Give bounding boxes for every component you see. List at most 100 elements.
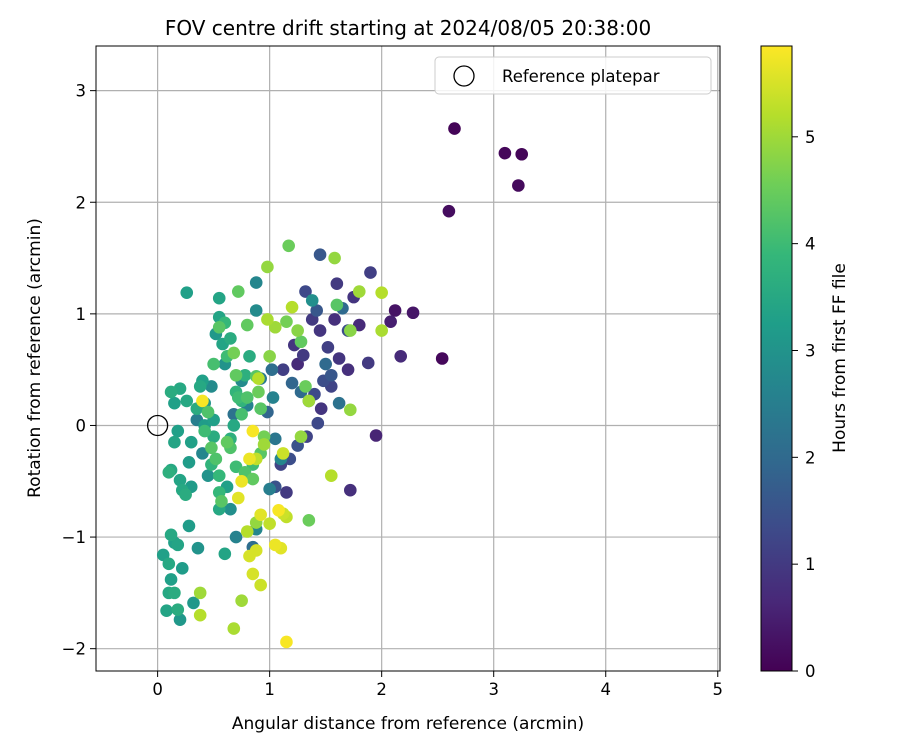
data-point [171, 424, 185, 438]
x-axis-ticks: 0 1 2 3 4 5 [152, 671, 723, 699]
data-point [282, 239, 295, 253]
data-point [328, 313, 341, 326]
colorbar-label: Hours from first FF file [830, 263, 850, 453]
data-point [364, 266, 377, 279]
data-point [498, 146, 512, 160]
y-axis-label: Rotation from reference (arcmin) [25, 218, 45, 498]
legend-box [434, 56, 712, 95]
data-point [344, 403, 357, 417]
colorbar-ticks: 0 1 2 3 4 5 [792, 128, 816, 681]
data-point [164, 573, 178, 586]
data-point [193, 608, 207, 622]
data-point [352, 285, 366, 298]
data-point [249, 276, 263, 289]
data-point [193, 380, 207, 393]
data-point [180, 286, 194, 299]
data-point [168, 586, 181, 600]
colorbar-tick-label: 4 [805, 235, 816, 254]
x-tick-label: 1 [264, 680, 275, 699]
data-point [263, 482, 276, 496]
data-point [328, 251, 341, 265]
data-point [285, 376, 299, 390]
data-point [344, 483, 357, 497]
data-point [296, 348, 310, 362]
data-point [394, 349, 408, 363]
legend-label: Reference platepar [502, 67, 660, 86]
data-point [266, 391, 280, 404]
data-point [268, 538, 282, 552]
data-point [515, 147, 529, 161]
data-point [319, 357, 332, 371]
data-point [231, 391, 245, 404]
data-point [257, 438, 271, 451]
data-point [311, 416, 325, 430]
data-point [179, 488, 192, 501]
data-point [321, 341, 335, 354]
data-point [168, 435, 181, 449]
data-point [246, 424, 260, 438]
plot-frame [95, 45, 721, 672]
x-axis-label: Angular distance from reference (arcmin) [232, 714, 584, 734]
data-point [276, 447, 290, 460]
data-point [310, 304, 323, 317]
data-point [375, 324, 388, 337]
y-tick-label: −1 [62, 528, 86, 547]
colorbar-tick-label: 0 [805, 662, 816, 681]
chart-title: FOV centre drift starting at 2024/08/05 … [165, 16, 651, 40]
data-point [294, 335, 308, 349]
y-tick-label: 3 [76, 82, 87, 101]
data-point [171, 538, 185, 552]
data-point [299, 285, 312, 298]
data-point [299, 380, 312, 393]
data-point [448, 122, 461, 135]
data-point [212, 291, 226, 305]
data-point [182, 519, 196, 533]
x-tick-label: 5 [713, 680, 724, 699]
data-point [313, 248, 327, 262]
data-point [227, 419, 241, 432]
data-point [265, 363, 279, 376]
data-point [285, 300, 299, 314]
data-point [182, 455, 196, 469]
data-point [254, 402, 267, 416]
data-point [246, 567, 260, 581]
x-tick-label: 0 [152, 680, 163, 699]
data-point [261, 260, 274, 274]
data-point [164, 528, 178, 542]
data-point [280, 315, 293, 328]
data-point [388, 304, 402, 317]
data-point [235, 474, 248, 488]
data-point [294, 430, 308, 443]
data-point [240, 318, 254, 332]
data-point [313, 324, 327, 337]
x-tick-label: 3 [488, 680, 499, 699]
data-point [224, 332, 237, 345]
data-point [243, 349, 256, 363]
data-point [240, 391, 254, 404]
data-point [187, 596, 200, 610]
y-tick-label: 2 [76, 193, 87, 212]
y-tick-label: 1 [76, 305, 87, 324]
data-point [276, 363, 290, 376]
data-point [191, 541, 205, 555]
data-point [209, 452, 223, 466]
data-point [196, 394, 209, 408]
data-point [227, 346, 241, 360]
data-point [227, 622, 241, 635]
data-point [344, 324, 357, 337]
y-tick-label: −2 [62, 640, 86, 659]
data-point [268, 320, 282, 334]
data-point [205, 441, 218, 455]
data-point [173, 473, 187, 487]
data-point [231, 491, 245, 505]
data-point [229, 368, 243, 382]
data-point [263, 349, 276, 363]
y-tick-label: 0 [76, 416, 87, 435]
data-point [162, 557, 176, 571]
data-point [171, 603, 185, 616]
data-point [305, 294, 319, 307]
data-point [252, 372, 265, 385]
data-point [332, 352, 346, 365]
data-point [249, 304, 263, 317]
